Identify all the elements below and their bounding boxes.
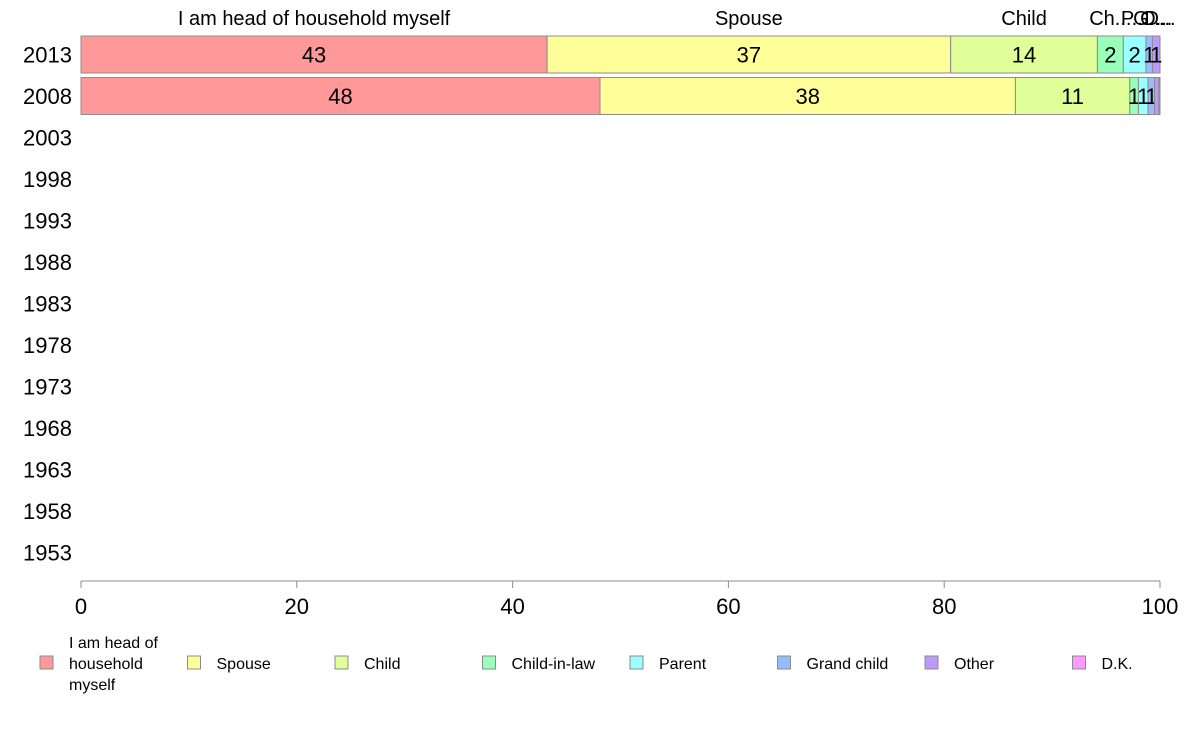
bar-segment bbox=[1014, 77, 1131, 115]
y-tick-label: 1988 bbox=[23, 250, 72, 275]
x-tick-label: 0 bbox=[75, 594, 87, 619]
legend-swatch bbox=[777, 655, 791, 670]
legend-label: Child bbox=[364, 656, 400, 673]
x-axis: 0 20 40 60 80 100 bbox=[75, 580, 1179, 619]
bar-segment bbox=[950, 35, 1098, 74]
x-tick-label: 80 bbox=[932, 594, 956, 619]
data-label: 48 bbox=[328, 84, 352, 109]
series-top-label: G... bbox=[1133, 8, 1165, 30]
series-top-label: Child bbox=[1001, 8, 1047, 30]
legend-swatch bbox=[187, 655, 201, 670]
legend-swatch bbox=[924, 655, 939, 670]
x-tick-label: 60 bbox=[716, 594, 740, 619]
y-tick-label: 1978 bbox=[23, 333, 72, 358]
data-label: 37 bbox=[737, 43, 761, 68]
y-tick-label: 1968 bbox=[23, 416, 72, 441]
y-tick-label: 1998 bbox=[23, 167, 72, 192]
series-top-label: O... bbox=[1140, 8, 1172, 30]
data-label: 1 bbox=[1150, 43, 1162, 68]
y-tick-label: 1973 bbox=[23, 375, 72, 400]
data-label: 1 bbox=[1128, 84, 1140, 109]
bar-segment bbox=[1154, 77, 1160, 115]
x-tick-label: 100 bbox=[1142, 594, 1179, 619]
data-label: 2 bbox=[1104, 43, 1116, 68]
legend-label: Other bbox=[954, 656, 995, 673]
series-top-label: D... bbox=[1144, 8, 1175, 30]
data-label: 14 bbox=[1012, 43, 1036, 68]
legend-label: Child-in-law bbox=[512, 656, 596, 673]
x-tick-label: 20 bbox=[285, 594, 309, 619]
x-tick-label: 40 bbox=[500, 594, 524, 619]
y-tick-label: 2013 bbox=[23, 43, 72, 68]
y-tick-label: 1953 bbox=[23, 541, 72, 566]
legend-label: Parent bbox=[659, 656, 707, 673]
series-top-label: Ch... bbox=[1089, 8, 1131, 30]
data-label: 2 bbox=[1129, 43, 1141, 68]
legend-swatch bbox=[334, 655, 349, 670]
legend-label: Spouse bbox=[217, 656, 271, 673]
legend-label: D.K. bbox=[1102, 656, 1133, 673]
y-axis-tick-labels: 2013 2008 2003 1998 1993 1988 1983 1978 1973 1968… bbox=[23, 43, 72, 566]
legend-swatch bbox=[1072, 655, 1086, 670]
y-tick-label: 2003 bbox=[23, 126, 72, 151]
series-top-label: I am head of household myself bbox=[178, 8, 451, 30]
legend-swatch bbox=[482, 655, 496, 670]
bar-segment bbox=[80, 77, 601, 115]
legend-swatch bbox=[39, 655, 54, 670]
y-tick-label: 1958 bbox=[23, 499, 72, 524]
legend: I am head of household myself Spouse Child Ch… bbox=[39, 635, 1133, 694]
y-tick-label: 1983 bbox=[23, 292, 72, 317]
data-label: 1 bbox=[1137, 84, 1149, 109]
legend-label: Grand child bbox=[807, 656, 889, 673]
data-label: 38 bbox=[795, 84, 819, 109]
data-label: 11 bbox=[1061, 84, 1084, 109]
legend-label: I am head of bbox=[69, 635, 159, 652]
legend-label: household bbox=[69, 656, 143, 673]
bar-segment bbox=[1158, 77, 1161, 115]
bar-segment bbox=[546, 35, 952, 74]
series-top-labels: I am head of household myself Spouse Child… bbox=[178, 8, 1176, 30]
series-top-label: Spouse bbox=[715, 8, 783, 30]
bar-segment bbox=[1151, 35, 1161, 74]
bar-segment bbox=[599, 77, 1016, 115]
y-tick-label: 1963 bbox=[23, 458, 72, 483]
legend-label: myself bbox=[69, 677, 116, 694]
y-tick-label: 1993 bbox=[23, 209, 72, 234]
legend-swatch bbox=[629, 655, 644, 670]
data-label: 43 bbox=[302, 43, 326, 68]
y-tick-label: 2008 bbox=[23, 84, 72, 109]
series-top-label: P... bbox=[1121, 8, 1148, 30]
